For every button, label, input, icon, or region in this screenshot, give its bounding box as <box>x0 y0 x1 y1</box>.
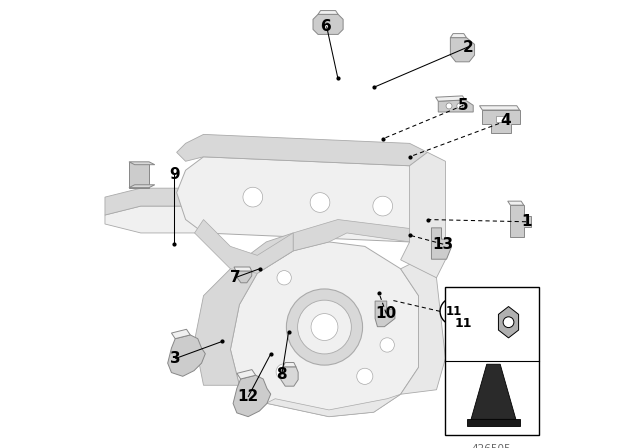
Circle shape <box>440 298 467 325</box>
Text: 8: 8 <box>276 366 287 382</box>
Polygon shape <box>105 206 284 233</box>
Circle shape <box>322 22 329 29</box>
Polygon shape <box>438 100 473 112</box>
Polygon shape <box>266 394 401 417</box>
Polygon shape <box>237 370 255 379</box>
Text: 9: 9 <box>169 167 180 182</box>
Polygon shape <box>451 34 467 38</box>
Circle shape <box>298 300 351 354</box>
Polygon shape <box>283 362 296 367</box>
Text: 4: 4 <box>500 113 511 129</box>
Text: 1: 1 <box>521 214 531 229</box>
Polygon shape <box>471 364 516 419</box>
Circle shape <box>311 314 338 340</box>
Text: 5: 5 <box>458 98 468 113</box>
Circle shape <box>503 317 514 327</box>
Polygon shape <box>129 162 149 188</box>
Bar <box>445 287 539 435</box>
Text: 2: 2 <box>463 39 473 55</box>
Circle shape <box>277 271 291 285</box>
Text: 6: 6 <box>321 19 332 34</box>
Polygon shape <box>508 201 524 205</box>
Polygon shape <box>129 185 155 188</box>
Polygon shape <box>401 152 445 278</box>
Polygon shape <box>177 134 428 166</box>
Polygon shape <box>281 367 298 386</box>
Polygon shape <box>431 228 452 259</box>
Polygon shape <box>467 419 520 426</box>
Polygon shape <box>195 220 293 273</box>
Polygon shape <box>375 301 395 327</box>
Circle shape <box>243 187 262 207</box>
Polygon shape <box>401 260 445 394</box>
Polygon shape <box>236 271 252 283</box>
Polygon shape <box>499 306 518 338</box>
Text: 426505: 426505 <box>472 444 511 448</box>
Polygon shape <box>172 329 190 339</box>
Polygon shape <box>451 38 474 62</box>
Polygon shape <box>233 375 271 417</box>
Polygon shape <box>177 157 436 242</box>
Circle shape <box>373 196 392 216</box>
Polygon shape <box>479 106 520 110</box>
Circle shape <box>457 103 463 109</box>
Circle shape <box>310 193 330 212</box>
Text: 11: 11 <box>454 317 472 330</box>
Polygon shape <box>293 220 410 251</box>
Text: 10: 10 <box>376 306 397 321</box>
Polygon shape <box>129 162 155 165</box>
Polygon shape <box>436 96 465 101</box>
Polygon shape <box>511 205 531 237</box>
Text: 7: 7 <box>230 270 240 285</box>
Polygon shape <box>318 11 338 14</box>
Circle shape <box>446 103 452 109</box>
Polygon shape <box>195 233 293 385</box>
Text: 13: 13 <box>433 237 454 252</box>
Text: 3: 3 <box>170 351 181 366</box>
Circle shape <box>287 289 362 365</box>
Bar <box>496 116 506 122</box>
Polygon shape <box>230 242 419 417</box>
Polygon shape <box>105 188 284 215</box>
Polygon shape <box>168 335 205 376</box>
Text: 12: 12 <box>237 389 259 404</box>
Circle shape <box>356 368 373 384</box>
Circle shape <box>276 364 292 380</box>
Polygon shape <box>234 267 252 271</box>
Circle shape <box>380 338 394 352</box>
Text: 11: 11 <box>445 305 461 318</box>
Polygon shape <box>483 110 520 133</box>
Polygon shape <box>313 14 343 34</box>
